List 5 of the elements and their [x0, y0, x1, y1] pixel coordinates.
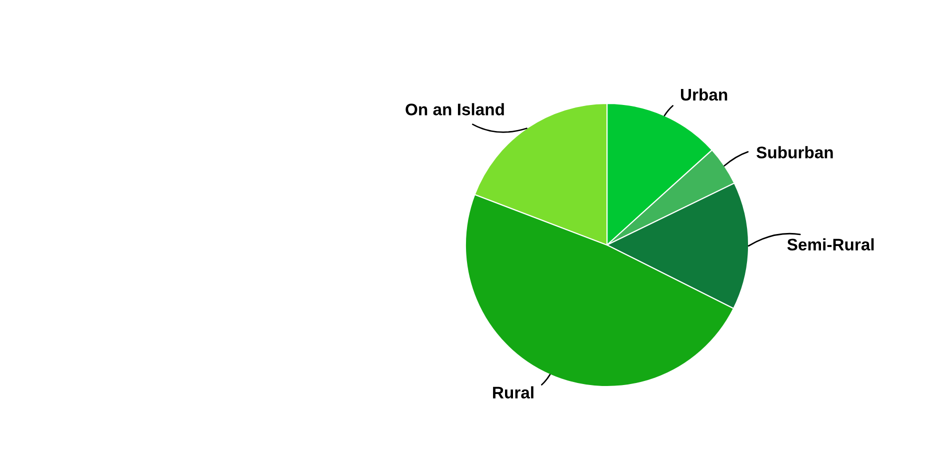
slice-label: Semi-Rural — [787, 238, 874, 250]
slice-label: Urban — [680, 88, 728, 101]
slice-label: Rural — [493, 386, 534, 399]
slice-label: Suburban — [756, 146, 833, 158]
slice-label: On an Island — [406, 103, 504, 116]
